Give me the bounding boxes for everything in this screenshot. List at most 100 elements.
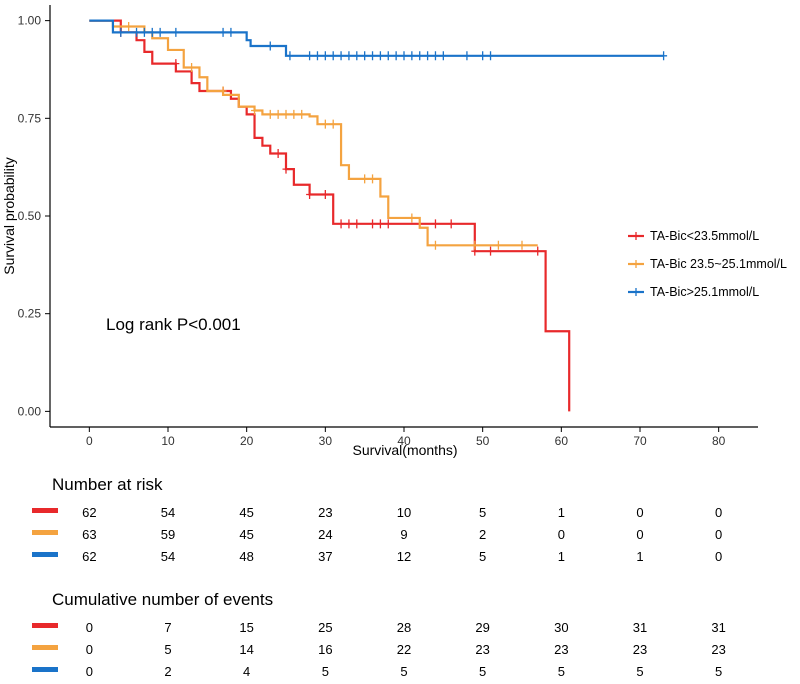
legend-label: TA-Bic<23.5mmol/L	[650, 229, 759, 243]
censor-mark	[353, 51, 361, 61]
censor-mark	[251, 106, 259, 115]
table-cell: 0	[715, 505, 722, 520]
x-tick-label: 40	[397, 434, 411, 448]
censor-mark	[660, 51, 668, 61]
censor-mark	[329, 119, 337, 129]
censor-mark	[321, 51, 329, 61]
censor-mark	[471, 240, 479, 250]
censor-mark	[274, 109, 282, 119]
censor-mark	[487, 246, 495, 256]
legend: TA-Bic<23.5mmol/L TA-Bic 23.5~25.1mmol/L T…	[628, 229, 787, 299]
table-cell: 63	[82, 527, 96, 542]
survival-curve-series-3	[89, 19, 664, 57]
x-tick-label: 50	[476, 434, 490, 448]
censor-mark	[494, 240, 502, 250]
table-cell: 1	[636, 549, 643, 564]
table-cell: 54	[161, 505, 175, 520]
censor-mark	[172, 59, 180, 69]
censor-mark	[117, 27, 125, 37]
table-cell: 23	[633, 642, 647, 657]
x-tick-label: 0	[86, 434, 93, 448]
table-cell: 5	[164, 642, 171, 657]
table-cell: 2	[164, 664, 171, 679]
table-cell: 1	[558, 505, 565, 520]
censor-mark	[345, 51, 353, 61]
censor-mark	[188, 63, 196, 73]
censor-mark	[227, 27, 235, 37]
table-cell: 5	[400, 664, 407, 679]
censor-mark	[431, 240, 439, 250]
table-cell: 7	[164, 620, 171, 635]
table-cell: 5	[558, 664, 565, 679]
events-table: 0 7 15 25 28 29 30 31 31 0 5 14 16 22 23 23 23 23 0 2 4 5 5 5 5 5…	[32, 620, 726, 679]
table-cell: 5	[636, 664, 643, 679]
table-cell: 5	[479, 664, 486, 679]
censor-mark	[298, 109, 306, 119]
table-cell: 4	[243, 664, 250, 679]
censor-mark	[518, 240, 526, 250]
censor-mark	[337, 51, 345, 61]
censor-mark	[219, 27, 227, 37]
table-cell: 0	[86, 620, 93, 635]
censor-mark	[219, 86, 227, 96]
table-cell: 14	[239, 642, 253, 657]
x-axis-label: Survival(months)	[352, 442, 457, 458]
table-cell: 30	[554, 620, 568, 635]
table-cell: 62	[82, 505, 96, 520]
x-tick-label: 10	[161, 434, 175, 448]
log-rank-annotation: Log rank P<0.001	[106, 315, 241, 334]
risk-table-title: Number at risk	[52, 475, 163, 494]
x-tick-label: 70	[633, 434, 647, 448]
table-cell: 23	[318, 505, 332, 520]
survival-curve-series-2	[89, 19, 538, 247]
table-cell: 45	[239, 527, 253, 542]
censor-mark	[337, 219, 345, 229]
table-cell: 28	[397, 620, 411, 635]
censor-mark	[172, 27, 180, 37]
table-cell: 23	[711, 642, 725, 657]
censor-mark	[392, 51, 400, 61]
x-tick-label: 30	[319, 434, 333, 448]
table-cell: 45	[239, 505, 253, 520]
table-row-color-key	[32, 667, 58, 672]
x-tick-label: 80	[712, 434, 726, 448]
censor-mark	[282, 164, 290, 174]
censor-mark	[487, 51, 495, 61]
table-cell: 31	[711, 620, 725, 635]
censor-mark	[286, 51, 294, 61]
censor-mark	[329, 51, 337, 61]
censor-mark	[321, 190, 329, 200]
table-cell: 31	[633, 620, 647, 635]
table-cell: 29	[475, 620, 489, 635]
censor-mark	[431, 219, 439, 229]
y-tick-label: 1.00	[18, 14, 42, 28]
censor-mark	[369, 51, 377, 61]
censor-mark	[447, 219, 455, 229]
table-cell: 22	[397, 642, 411, 657]
censor-mark	[313, 51, 321, 61]
censor-mark	[400, 51, 408, 61]
table-cell: 5	[715, 664, 722, 679]
censor-mark	[266, 109, 274, 119]
table-cell: 12	[397, 549, 411, 564]
table-cell: 48	[239, 549, 253, 564]
x-axis-ticks: 0 10 20 30 40 50 60 70 80	[86, 427, 726, 448]
table-cell: 25	[318, 620, 332, 635]
censor-mark	[416, 51, 424, 61]
censor-mark	[133, 27, 141, 37]
censor-mark	[376, 219, 384, 229]
censor-mark	[290, 109, 298, 119]
table-cell: 1	[558, 549, 565, 564]
censor-mark	[361, 51, 369, 61]
table-cell: 0	[636, 527, 643, 542]
table-cell: 54	[161, 549, 175, 564]
censor-mark	[361, 174, 369, 184]
table-cell: 24	[318, 527, 332, 542]
censor-mark	[369, 219, 377, 229]
censor-mark	[321, 119, 329, 129]
survival-curve-series-1	[89, 19, 571, 412]
table-cell: 10	[397, 505, 411, 520]
table-cell: 0	[715, 549, 722, 564]
table-cell: 5	[322, 664, 329, 679]
censor-mark	[306, 190, 314, 200]
